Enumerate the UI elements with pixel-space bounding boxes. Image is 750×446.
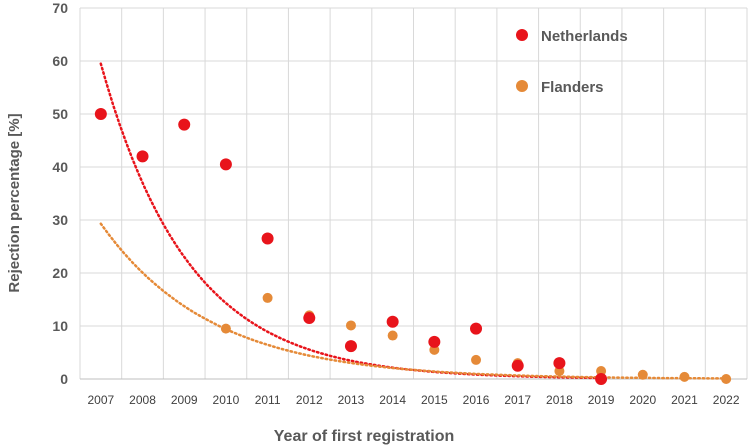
point-netherlands [595, 373, 608, 385]
x-tick-label: 2017 [504, 393, 531, 407]
data-points [94, 108, 732, 385]
x-tick-label: 2009 [171, 393, 198, 407]
y-tick-label: 30 [52, 212, 68, 228]
point-flanders [721, 374, 732, 384]
point-netherlands [94, 108, 107, 120]
point-flanders [387, 330, 398, 341]
point-netherlands [428, 335, 441, 348]
x-tick-label: 2011 [255, 393, 281, 407]
x-tick-label: 2022 [713, 393, 740, 407]
point-flanders [471, 354, 482, 365]
x-tick-label: 2013 [338, 393, 365, 407]
x-tick-label: 2016 [463, 393, 490, 407]
point-netherlands [511, 359, 524, 372]
legend-marker-flanders [516, 80, 528, 92]
y-tick-label: 70 [52, 0, 68, 16]
x-tick-label: 2010 [213, 393, 240, 407]
x-tick-label: 2008 [129, 393, 156, 407]
y-tick-label: 0 [60, 371, 68, 387]
point-netherlands [470, 322, 483, 335]
point-flanders [220, 323, 231, 334]
point-netherlands [553, 357, 566, 370]
legend-label-netherlands: Netherlands [541, 28, 628, 45]
y-axis-label: Rejection percentage [%] [6, 113, 23, 292]
x-tick-label: 2007 [87, 393, 114, 407]
point-flanders [262, 292, 273, 303]
point-netherlands [386, 315, 399, 328]
x-tick-label: 2021 [671, 393, 698, 407]
y-tick-label: 60 [52, 53, 68, 69]
trendline-netherlands [99, 62, 603, 380]
x-tick-label: 2014 [379, 393, 406, 407]
y-tick-label: 10 [52, 318, 68, 334]
legend: Netherlands Flanders [516, 28, 628, 96]
legend-marker-netherlands [516, 29, 528, 41]
grid [79, 7, 748, 380]
x-tick-label: 2012 [296, 393, 323, 407]
y-tick-label: 40 [52, 159, 68, 175]
y-axis-ticks: 0 10 20 30 40 50 60 70 [52, 0, 68, 387]
point-netherlands [178, 118, 191, 131]
point-netherlands [136, 150, 149, 163]
point-netherlands [344, 340, 357, 353]
point-netherlands [261, 232, 274, 245]
point-netherlands [219, 158, 232, 171]
x-axis-label: Year of first registration [274, 428, 455, 445]
x-tick-label: 2019 [588, 393, 615, 407]
y-tick-label: 20 [52, 265, 68, 281]
y-tick-label: 50 [52, 106, 68, 122]
point-flanders [679, 371, 690, 382]
trendlines [99, 62, 728, 380]
x-tick-label: 2018 [546, 393, 573, 407]
point-flanders [637, 369, 648, 380]
point-netherlands [303, 312, 316, 325]
legend-label-flanders: Flanders [541, 79, 604, 96]
x-tick-label: 2015 [421, 393, 448, 407]
point-flanders [345, 320, 356, 331]
trendline-flanders [99, 222, 728, 380]
x-axis-ticks: 2007 2008 2009 2010 2011 2012 2013 2014 2015 2016… [87, 393, 739, 407]
x-tick-label: 2020 [629, 393, 656, 407]
